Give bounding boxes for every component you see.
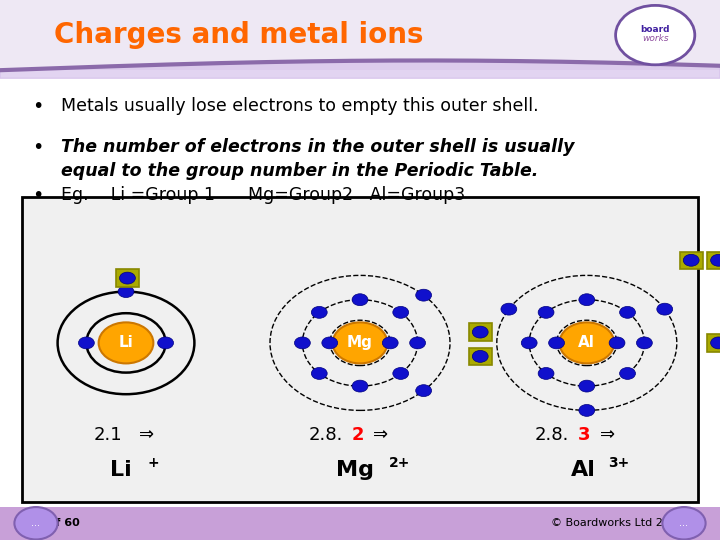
Text: +: + xyxy=(148,456,159,470)
Circle shape xyxy=(99,322,153,363)
Text: ...: ... xyxy=(32,518,40,528)
Text: equal to the group number in the Periodic Table.: equal to the group number in the Periodi… xyxy=(61,162,539,180)
Circle shape xyxy=(620,368,636,380)
Text: The number of electrons in the outer shell is usually: The number of electrons in the outer she… xyxy=(61,138,575,156)
Text: Charges and metal ions: Charges and metal ions xyxy=(54,21,423,49)
Circle shape xyxy=(118,286,134,298)
Text: ⇒: ⇒ xyxy=(139,426,154,444)
Circle shape xyxy=(393,368,409,380)
Circle shape xyxy=(311,368,327,380)
FancyBboxPatch shape xyxy=(707,252,720,269)
Text: 3: 3 xyxy=(578,426,590,444)
Text: 3+: 3+ xyxy=(608,456,630,470)
Text: •: • xyxy=(32,97,44,116)
Bar xyxy=(0,0,720,70)
Bar xyxy=(0,507,720,540)
Text: Li: Li xyxy=(119,335,133,350)
Text: 9 of 60: 9 of 60 xyxy=(36,518,80,528)
Circle shape xyxy=(579,294,595,306)
Circle shape xyxy=(521,337,537,349)
Circle shape xyxy=(657,303,672,315)
FancyBboxPatch shape xyxy=(116,269,139,287)
FancyBboxPatch shape xyxy=(707,334,720,352)
Text: ...: ... xyxy=(680,518,688,528)
Circle shape xyxy=(352,380,368,392)
Circle shape xyxy=(549,337,564,349)
Text: board: board xyxy=(641,25,670,34)
Text: ⇒: ⇒ xyxy=(600,426,615,444)
Circle shape xyxy=(538,368,554,380)
Text: 2.1: 2.1 xyxy=(94,426,122,444)
Circle shape xyxy=(415,384,431,396)
Text: 2.8.: 2.8. xyxy=(535,426,570,444)
Circle shape xyxy=(14,507,58,539)
Text: 2+: 2+ xyxy=(389,456,410,470)
Circle shape xyxy=(294,337,310,349)
Circle shape xyxy=(636,337,652,349)
Circle shape xyxy=(78,337,94,349)
Circle shape xyxy=(410,337,426,349)
Text: Mg: Mg xyxy=(336,460,374,480)
Circle shape xyxy=(382,337,398,349)
Text: •: • xyxy=(32,186,44,205)
Circle shape xyxy=(393,306,409,318)
Circle shape xyxy=(559,322,614,363)
Text: Al: Al xyxy=(571,460,596,480)
Circle shape xyxy=(311,306,327,318)
Circle shape xyxy=(579,404,595,416)
Text: works: works xyxy=(642,35,668,43)
Circle shape xyxy=(683,254,699,266)
Text: •: • xyxy=(32,138,44,157)
Circle shape xyxy=(579,380,595,392)
Circle shape xyxy=(620,306,636,318)
Circle shape xyxy=(322,337,338,349)
Circle shape xyxy=(352,294,368,306)
Text: ⇒: ⇒ xyxy=(373,426,388,444)
Text: Metals usually lose electrons to empty this outer shell.: Metals usually lose electrons to empty t… xyxy=(61,97,539,115)
Circle shape xyxy=(501,303,517,315)
Circle shape xyxy=(711,254,720,266)
FancyBboxPatch shape xyxy=(680,252,703,269)
Circle shape xyxy=(333,322,387,363)
Circle shape xyxy=(472,326,488,338)
Circle shape xyxy=(711,337,720,349)
FancyBboxPatch shape xyxy=(469,348,492,365)
Text: Li: Li xyxy=(110,460,132,480)
Text: Al: Al xyxy=(578,335,595,350)
FancyBboxPatch shape xyxy=(22,197,698,502)
Circle shape xyxy=(472,350,488,362)
Circle shape xyxy=(415,289,431,301)
FancyBboxPatch shape xyxy=(469,323,492,341)
Circle shape xyxy=(662,507,706,539)
Circle shape xyxy=(609,337,625,349)
Circle shape xyxy=(120,272,135,284)
Circle shape xyxy=(538,306,554,318)
Circle shape xyxy=(616,5,695,65)
Text: Mg: Mg xyxy=(347,335,373,350)
Text: 2: 2 xyxy=(351,426,364,444)
Text: Eg.    Li =Group 1      Mg=Group2   Al=Group3: Eg. Li =Group 1 Mg=Group2 Al=Group3 xyxy=(61,186,465,204)
Circle shape xyxy=(158,337,174,349)
Text: © Boardworks Ltd 2005: © Boardworks Ltd 2005 xyxy=(551,518,684,528)
Text: 2.8.: 2.8. xyxy=(308,426,343,444)
